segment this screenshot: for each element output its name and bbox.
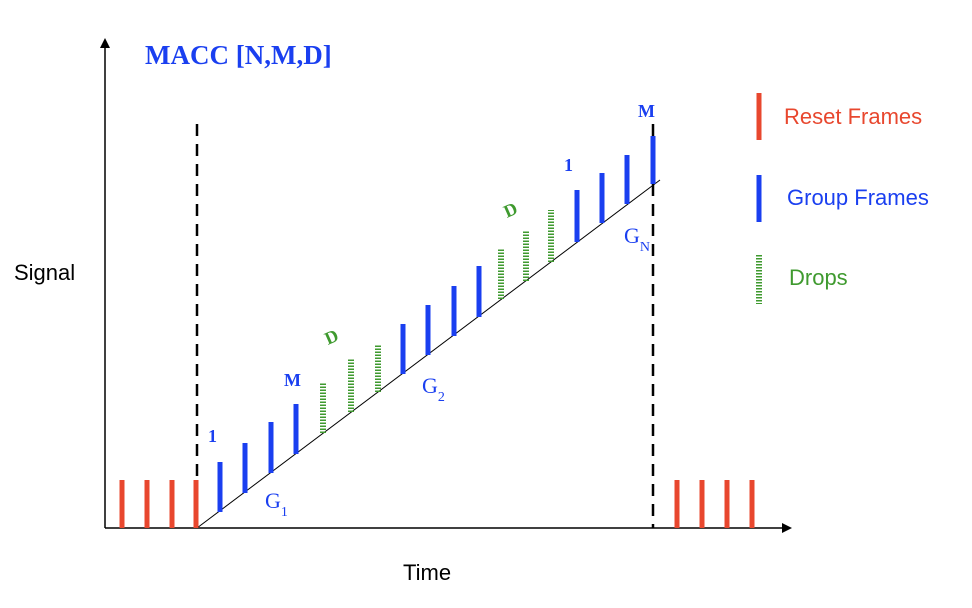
group1-last-frame-label: M [284,370,301,390]
legend-drops-label: Drops [789,265,848,290]
group-label-gn-base: G [624,223,640,248]
diagram-title: MACC [N,M,D] [145,40,332,70]
drops-1 [320,344,381,433]
group-frames-g1 [217,404,299,512]
reset-frames-right [674,480,755,528]
drops-2 [498,210,554,299]
legend-group-label: Group Frames [787,185,929,210]
group-label-gn: GN [624,223,650,255]
groupn-first-frame-label: 1 [564,155,573,175]
group1-first-frame-label: 1 [208,426,217,446]
group-label-g1-sub: 1 [281,505,288,520]
y-axis-label: Signal [14,260,75,285]
drop-label-2: D [500,198,520,222]
group-label-g2-sub: 2 [438,390,445,405]
group-label-gn-sub: N [640,240,650,255]
drop-label-1: D [321,325,341,349]
group-frames-gn [574,136,656,242]
legend: Reset Frames Group Frames Drops [756,93,929,304]
group-label-g2: G2 [422,373,445,405]
group-label-g1-base: G [265,488,281,513]
groupn-last-frame-label: M [638,101,655,121]
legend-reset-label: Reset Frames [784,104,922,129]
group-label-g1: G1 [265,488,288,520]
reset-frames-left [119,480,199,528]
group-frames-g2 [400,266,482,374]
x-axis-label: Time [403,560,451,585]
group-label-g2-base: G [422,373,438,398]
